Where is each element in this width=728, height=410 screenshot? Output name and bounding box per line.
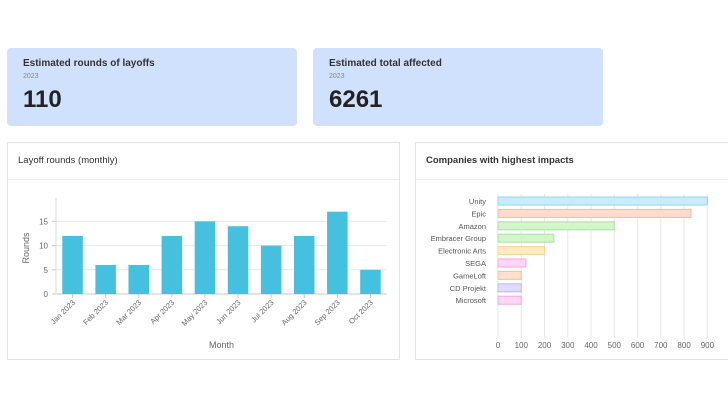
bar [497, 196, 708, 206]
bar [497, 208, 692, 218]
bar [95, 264, 116, 294]
kpi-title: Estimated rounds of layoffs [23, 58, 155, 69]
bar [128, 264, 150, 294]
y-tick-label: GameLoft [453, 271, 487, 280]
x-tick-label: Sep 2023 [313, 298, 342, 327]
x-tick-label: 800 [677, 341, 691, 350]
monthly-bar-chart: 0 5 10 15 Jan 2023 Feb 2023 Mar 2023 Apr 2023 Ma… [21, 198, 387, 350]
x-tick-label: 200 [538, 341, 552, 350]
y-tick-label: 5 [44, 266, 49, 275]
companies-bar-chart: 0 100 200 300 400 500 600 700 800 900 Unity Epic Ama… [431, 194, 715, 350]
y-tick-label: 10 [39, 242, 48, 251]
x-tick-label: Jan 2023 [49, 298, 77, 326]
x-tick-label: Aug 2023 [280, 298, 309, 327]
bar [260, 245, 282, 294]
x-tick-label: 0 [496, 341, 501, 350]
x-tick-label: 500 [608, 341, 622, 350]
x-tick-label: Oct 2023 [347, 298, 375, 326]
kpi-value: 6261 [329, 86, 383, 113]
monthly-layoffs-card: Layoff rounds (monthly) 0 5 10 15 Jan 2023 Fe… [7, 142, 400, 360]
companies-impact-card: Companies with highest impacts 0 100 200 30… [415, 142, 728, 360]
kpi-card-affected: Estimated total affected 2023 6261 [313, 48, 603, 126]
y-tick-label: Embracer Group [431, 234, 486, 243]
y-tick-label: Amazon [458, 222, 486, 231]
bar [497, 258, 527, 268]
bar [497, 295, 522, 305]
x-tick-label: Jun 2023 [214, 298, 242, 326]
x-tick-label: Jul 2023 [249, 298, 275, 324]
y-axis-label: Rounds [21, 232, 31, 264]
y-tick-label: SEGA [465, 259, 486, 268]
bar [497, 283, 522, 293]
bar [360, 269, 381, 294]
x-tick-label: Feb 2023 [81, 298, 110, 327]
kpi-year: 2023 [23, 73, 39, 80]
x-tick-label: 300 [561, 341, 575, 350]
x-tick-label: May 2023 [180, 298, 210, 328]
bar [497, 246, 546, 256]
x-tick-label: 900 [701, 341, 715, 350]
kpi-value: 110 [23, 86, 62, 113]
kpi-year: 2023 [329, 73, 345, 80]
y-tick-label: 0 [44, 290, 49, 299]
bar [327, 211, 348, 294]
x-axis-label: Month [209, 340, 234, 350]
card-title: Layoff rounds (monthly) [8, 143, 399, 180]
bar [293, 235, 315, 294]
y-tick-label: Unity [469, 197, 486, 206]
y-tick-label: CD Projekt [450, 284, 487, 293]
x-tick-label: Mar 2023 [114, 298, 143, 327]
bar [497, 221, 615, 231]
bar [62, 235, 83, 294]
x-tick-label: 400 [584, 341, 598, 350]
card-title: Companies with highest impacts [416, 143, 728, 180]
x-tick-label: Apr 2023 [148, 298, 176, 326]
bar [497, 270, 522, 280]
bar [194, 221, 216, 294]
bar [497, 233, 555, 243]
y-tick-label: Epic [471, 209, 486, 218]
x-tick-label: 700 [654, 341, 668, 350]
y-tick-label: Microsoft [456, 296, 487, 305]
kpi-card-rounds: Estimated rounds of layoffs 2023 110 [7, 48, 297, 126]
y-tick-label: 15 [39, 217, 48, 226]
x-tick-label: 600 [631, 341, 645, 350]
kpi-title: Estimated total affected [329, 58, 442, 69]
bar [227, 226, 249, 294]
y-tick-label: Electronic Arts [438, 247, 486, 256]
x-tick-label: 100 [515, 341, 529, 350]
bar [161, 235, 183, 294]
